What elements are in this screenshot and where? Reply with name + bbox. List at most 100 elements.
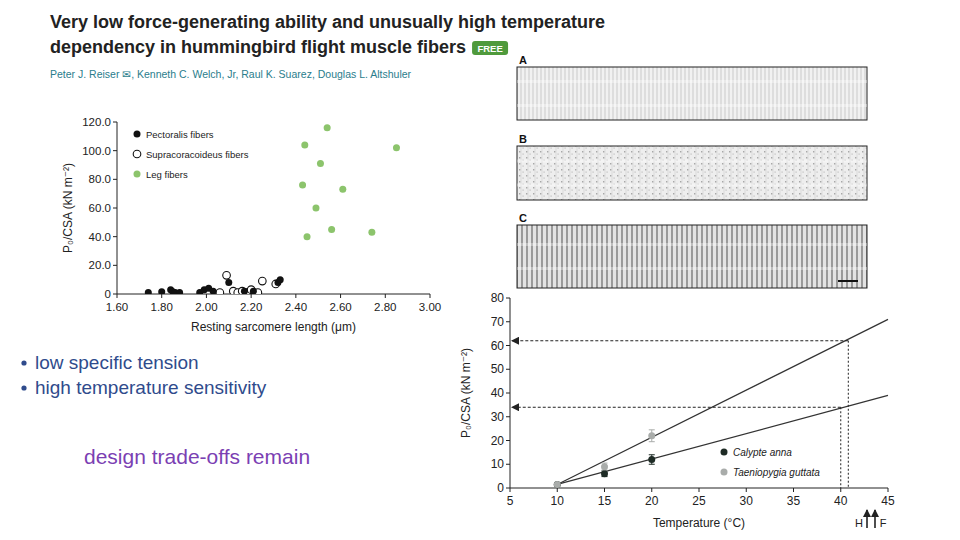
scatter-point (368, 229, 375, 236)
scatter-point (250, 288, 257, 294)
micrograph (517, 67, 867, 120)
y-tick (506, 488, 510, 489)
x-tick-label: 15 (598, 494, 612, 508)
data-point (648, 456, 655, 463)
y-tick (113, 122, 117, 123)
fiber-edge (517, 184, 867, 187)
x-tick (746, 488, 747, 492)
y-tick-label: 120.0 (82, 116, 111, 128)
paper-title: Very low force-generating ability and un… (50, 12, 605, 32)
y-tick-label: 20.0 (89, 259, 111, 271)
scatter-point (299, 182, 306, 189)
x-tick (251, 294, 252, 298)
legend-label: Leg fibers (146, 169, 188, 180)
fiber-edge (517, 160, 867, 163)
scatter-point (304, 233, 311, 240)
data-point (648, 432, 655, 439)
x-tick (651, 488, 652, 492)
legend-marker (134, 171, 141, 178)
authors: Peter J. Reiser ✉, Kenneth C. Welch, Jr,… (50, 68, 412, 80)
scatter-point (216, 289, 224, 294)
y-tick-label: 20 (491, 434, 505, 448)
bullet-dot (21, 360, 26, 365)
x-tick-label: 1.80 (151, 301, 173, 313)
y-tick-label: 80 (491, 291, 505, 305)
x-tick-label: 25 (692, 494, 706, 508)
scale-bar (838, 280, 858, 282)
panel-letter: A (519, 54, 527, 66)
legend-marker (133, 150, 141, 158)
x-tick (604, 488, 605, 492)
x-tick (385, 294, 386, 298)
y-tick-label: 60.0 (89, 202, 111, 214)
scatter-point (210, 288, 217, 294)
micrograph (517, 146, 867, 200)
scatter-point (328, 226, 335, 233)
micrograph (517, 225, 867, 288)
legend-label: Taeniopygia guttata (733, 467, 820, 478)
y-tick-label: 40.0 (89, 231, 111, 243)
annotation: H (855, 517, 863, 529)
plot-area (554, 319, 888, 488)
page: {"header": {"title_lines": ["Very low fo… (0, 0, 960, 540)
scatter-point (317, 160, 324, 167)
scatter-point (393, 144, 400, 151)
x-tick-label: 2.60 (329, 301, 351, 313)
y-tick (506, 416, 510, 417)
x-tick (295, 294, 296, 298)
y-tick-label: 60 (491, 339, 505, 353)
annotation-arrow (866, 510, 868, 528)
data-point (601, 470, 608, 477)
y-tick-label: 0 (105, 288, 111, 300)
x-tick-label: 3.00 (419, 301, 441, 313)
scatter-point (259, 277, 267, 285)
fiber-edge (517, 243, 867, 246)
y-axis-title: P₀/CSA (kN m⁻²) (61, 163, 75, 253)
x-tick (510, 488, 511, 492)
panel-letter: B (519, 133, 527, 145)
scatter-point (241, 288, 248, 294)
y-axis-title: P₀/CSA (kN m⁻²) (459, 348, 473, 438)
x-tick-label: 2.40 (285, 301, 307, 313)
y-tick (506, 464, 510, 465)
y-tick-label: 100.0 (82, 145, 111, 157)
x-tick (117, 294, 118, 298)
scatter-point (277, 276, 284, 283)
y-tick (113, 265, 117, 266)
scatter-point (176, 289, 183, 294)
y-tick (506, 321, 510, 322)
x-tick (557, 488, 558, 492)
scatter-point (223, 272, 231, 280)
y-tick (113, 236, 117, 237)
slide: Very low force-generating ability and un… (0, 0, 960, 540)
legend-label: Calypte anna (733, 447, 792, 458)
paper-title: dependency in hummingbird flight muscle … (50, 37, 466, 57)
x-tick-label: 5 (507, 494, 514, 508)
x-axis-title: Resting sarcomere length (μm) (191, 320, 356, 334)
x-tick-label: 45 (881, 494, 895, 508)
scatter-point (324, 124, 331, 131)
y-tick-label: 80.0 (89, 173, 111, 185)
fit-line (557, 395, 888, 484)
x-tick-label: 2.80 (374, 301, 396, 313)
x-tick-label: 20 (645, 494, 659, 508)
data-point (554, 481, 561, 488)
fit-line (557, 319, 888, 484)
legend-marker (721, 449, 728, 456)
y-tick (113, 208, 117, 209)
error-bar (649, 455, 655, 465)
y-tick (506, 298, 510, 299)
reference-vline (848, 341, 849, 488)
y-tick-label: 30 (491, 410, 505, 424)
bullet-text: high temperature sensitivity (35, 377, 267, 398)
reference-hline (512, 340, 848, 341)
plot-area (145, 124, 400, 294)
error-bar (649, 430, 655, 442)
x-tick-label: 2.00 (195, 301, 217, 313)
x-tick-label: 1.60 (106, 301, 128, 313)
x-tick (206, 294, 207, 298)
y-tick (113, 179, 117, 180)
bullet-text: low specific tension (35, 352, 199, 373)
scatter-point (158, 288, 165, 294)
y-tick (506, 440, 510, 441)
